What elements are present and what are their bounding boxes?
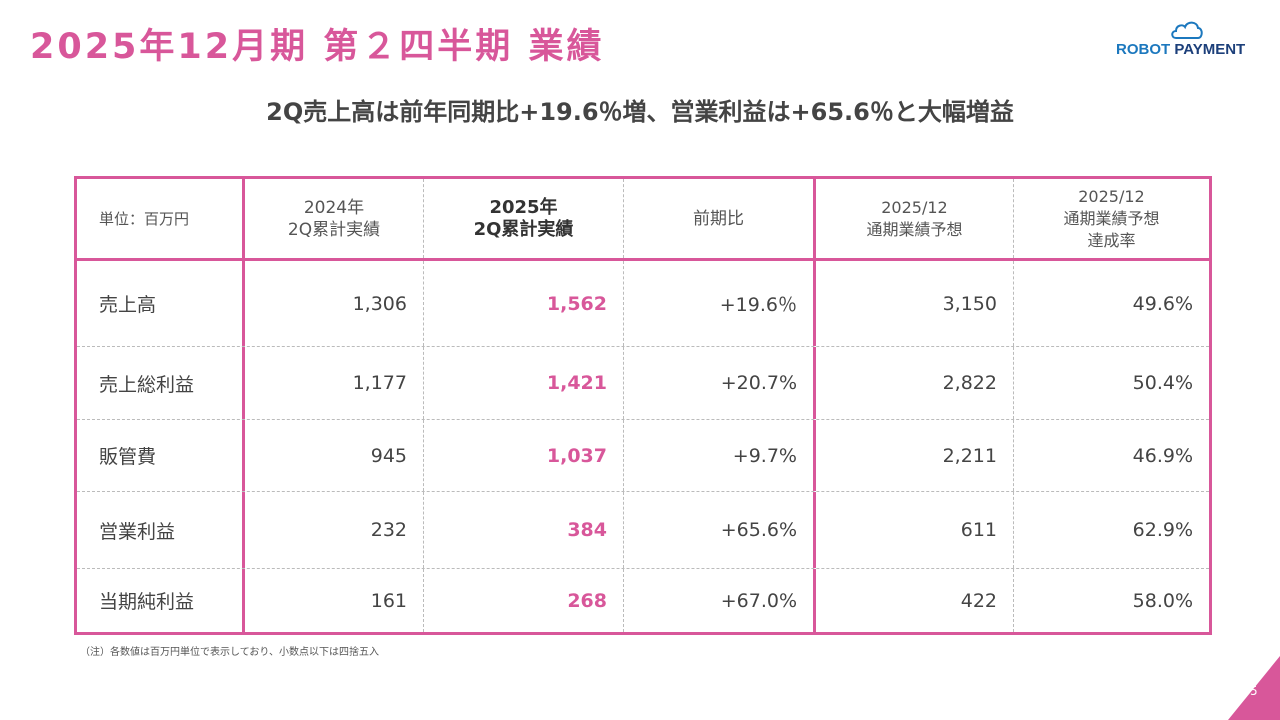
- cell-2025-2q: 1,421: [423, 347, 623, 419]
- cell-achievement: 62.9%: [1013, 492, 1209, 568]
- page-number: 5: [1250, 684, 1258, 698]
- cell-forecast: 2,822: [813, 347, 1013, 419]
- cell-forecast: 422: [813, 569, 1013, 632]
- cell-achievement: 49.6%: [1013, 261, 1209, 346]
- cell-forecast: 2,211: [813, 420, 1013, 491]
- cell-2025-2q: 268: [423, 569, 623, 632]
- results-table: 単位：百万円 2024年 2Q累計実績 2025年 2Q累計実績 前期比 202…: [74, 176, 1212, 635]
- slide-title: 2025年12月期 第２四半期 業績: [30, 27, 605, 67]
- footnote: （注）各数値は百万円単位で表示しており、小数点以下は四捨五入: [80, 647, 379, 658]
- cell-achievement: 50.4%: [1013, 347, 1209, 419]
- slide-subtitle: 2Q売上高は前年同期比+19.6％増、営業利益は+65.6％と大幅増益: [266, 98, 1014, 126]
- cell-2025-2q: 1,037: [423, 420, 623, 491]
- row-label: 売上高: [99, 294, 157, 316]
- header-2024-2q: 2024年 2Q累計実績: [242, 179, 423, 258]
- cell-2024-2q: 232: [242, 492, 423, 568]
- cell-yoy: +65.6%: [623, 492, 813, 568]
- cell-yoy: +67.0%: [623, 569, 813, 632]
- logo-text-robot: ROBOT: [1116, 41, 1171, 58]
- cell-yoy: +9.7%: [623, 420, 813, 491]
- corner-triangle-decoration: [1228, 656, 1280, 720]
- table-row: 売上高 1,306 1,562 +19.6％ 3,150 49.6%: [77, 261, 1209, 346]
- table-row: 販管費 945 1,037 +9.7% 2,211 46.9%: [77, 419, 1209, 491]
- header-yoy: 前期比: [623, 179, 813, 258]
- table-header-row: 単位：百万円 2024年 2Q累計実績 2025年 2Q累計実績 前期比 202…: [77, 179, 1209, 261]
- table-row: 当期純利益 161 268 +67.0% 422 58.0%: [77, 568, 1209, 632]
- cell-forecast: 611: [813, 492, 1013, 568]
- cell-2024-2q: 945: [242, 420, 423, 491]
- cell-2025-2q: 1,562: [423, 261, 623, 346]
- logo-text-payment: PAYMENT: [1174, 41, 1246, 58]
- robot-payment-logo: ROBOT PAYMENT: [1116, 18, 1258, 62]
- cell-2024-2q: 1,306: [242, 261, 423, 346]
- row-label: 販管費: [99, 446, 157, 468]
- header-forecast: 2025/12 通期業績予想: [813, 179, 1013, 258]
- header-achievement: 2025/12 通期業績予想 達成率: [1013, 179, 1209, 258]
- cell-achievement: 58.0%: [1013, 569, 1209, 632]
- header-2025-2q: 2025年 2Q累計実績: [423, 179, 623, 258]
- header-unit: 単位：百万円: [99, 209, 190, 228]
- cell-yoy: +19.6％: [623, 261, 813, 346]
- cell-2024-2q: 161: [242, 569, 423, 632]
- cloud-icon: [1171, 21, 1203, 39]
- cell-2025-2q: 384: [423, 492, 623, 568]
- row-label: 当期純利益: [99, 591, 195, 613]
- cell-achievement: 46.9%: [1013, 420, 1209, 491]
- row-label: 営業利益: [99, 520, 176, 543]
- table-row: 営業利益 232 384 +65.6% 611 62.9%: [77, 491, 1209, 568]
- logo-text: ROBOT PAYMENT: [1116, 41, 1245, 58]
- row-label: 売上総利益: [99, 373, 195, 396]
- cell-yoy: +20.7%: [623, 347, 813, 419]
- table-row: 売上総利益 1,177 1,421 +20.7% 2,822 50.4%: [77, 346, 1209, 419]
- cell-forecast: 3,150: [813, 261, 1013, 346]
- cell-2024-2q: 1,177: [242, 347, 423, 419]
